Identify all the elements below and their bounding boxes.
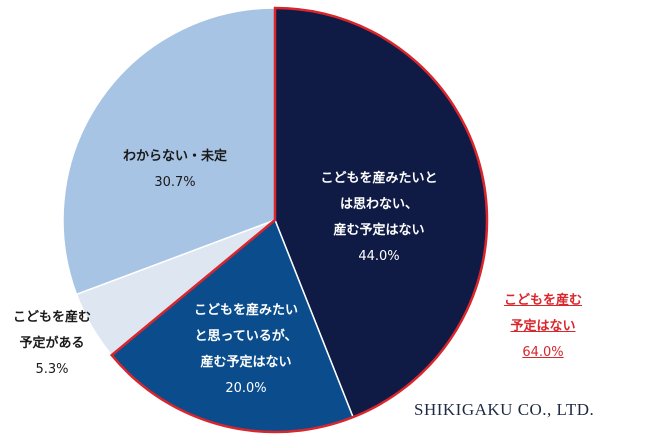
- slice-label-line: は思わない、: [339, 197, 418, 212]
- highlight-outline: [109, 6, 489, 434]
- slice-percent: 5.3%: [35, 362, 69, 377]
- slice-percent: 30.7%: [154, 175, 196, 190]
- highlight-label-line: こどもを産む: [503, 293, 582, 308]
- slice-label-planning: こどもを産む 予定がある 5.3%: [0, 305, 104, 383]
- slice-label-line: こどもを産む: [12, 310, 91, 325]
- slice-label-line: こどもを産みたい: [193, 303, 298, 318]
- slice-label-want-but-not: こどもを産みたい と思っているが、 産む予定はない 20.0%: [171, 298, 321, 402]
- highlight-percent: 64.0%: [522, 345, 564, 360]
- company-credit: SHIKIGAKU CO., LTD.: [414, 400, 595, 419]
- slice-label-line: 産む予定はない: [333, 223, 425, 238]
- slice-label-line: わからない・未定: [122, 149, 227, 164]
- slice-percent: 20.0%: [225, 381, 267, 396]
- slice-label-line: と思っているが、: [194, 329, 298, 344]
- slice-label-line: 産む予定はない: [200, 355, 292, 370]
- slice-label-line: 予定がある: [19, 336, 85, 351]
- highlight-label: こどもを産む 予定はない 64.0%: [488, 288, 598, 366]
- slice-label-not-want: こどもを産みたいと は思わない、 産む予定はない 44.0%: [304, 166, 454, 270]
- slice-percent: 44.0%: [358, 249, 400, 264]
- highlight-label-line: 予定はない: [510, 319, 576, 334]
- slice-label-undecided: わからない・未定 30.7%: [100, 144, 250, 196]
- slice-label-line: こどもを産みたいと: [320, 171, 438, 186]
- pie-slice: [62, 7, 276, 296]
